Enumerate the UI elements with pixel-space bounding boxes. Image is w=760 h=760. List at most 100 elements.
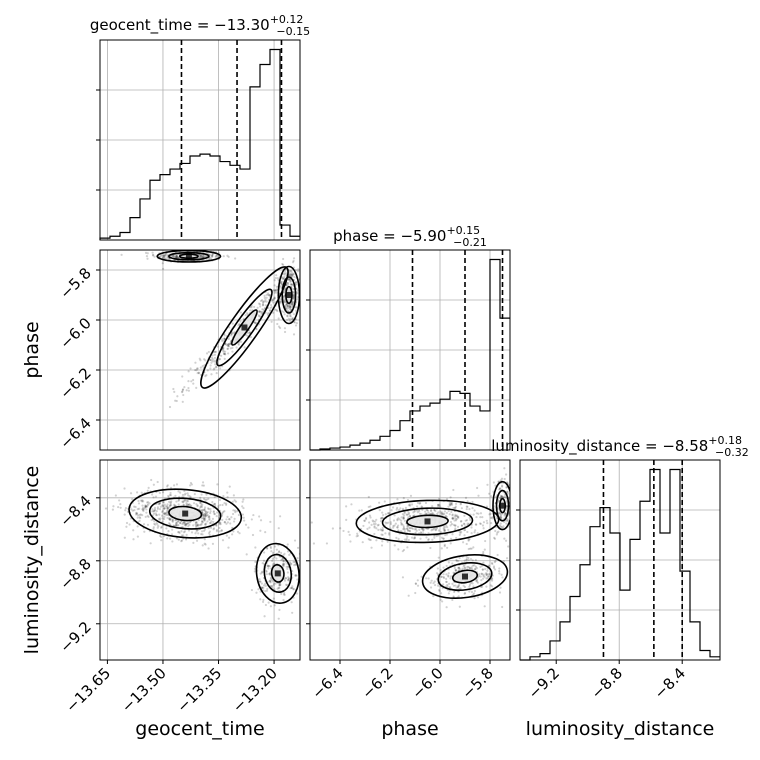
sample-point	[316, 254, 318, 256]
sample-point	[169, 518, 172, 521]
sample-point	[460, 530, 463, 534]
sample-point	[310, 521, 313, 524]
sample-point	[459, 520, 463, 523]
sample-point	[210, 520, 213, 523]
sample-point	[242, 506, 245, 510]
sample-point	[474, 529, 477, 532]
sample-point	[144, 505, 148, 508]
sample-point	[494, 512, 497, 515]
histogram-phase	[310, 258, 510, 451]
sample-point	[200, 255, 203, 258]
sample-point	[471, 559, 474, 562]
sample-point	[175, 521, 179, 524]
sample-point	[470, 567, 473, 570]
sample-point	[172, 255, 175, 258]
sample-point	[389, 522, 393, 526]
sample-point	[160, 535, 163, 539]
sample-point	[426, 527, 430, 530]
sample-point	[163, 507, 166, 510]
sample-point	[286, 565, 289, 568]
sample-point	[171, 519, 175, 522]
sample-point	[498, 572, 501, 575]
sample-point	[270, 306, 273, 309]
sample-point	[262, 300, 265, 303]
sample-point	[459, 503, 462, 506]
sample-point	[369, 516, 372, 519]
sample-point	[444, 514, 447, 517]
sample-point	[204, 514, 207, 517]
sample-point	[495, 533, 498, 536]
sample-point	[505, 519, 509, 522]
sample-point	[144, 505, 147, 508]
sample-point	[407, 513, 410, 516]
sample-point	[455, 558, 458, 562]
sample-point	[514, 574, 516, 576]
sample-point	[214, 360, 217, 364]
sample-point	[198, 253, 201, 256]
sample-point	[499, 516, 503, 520]
sample-point	[138, 519, 141, 522]
sample-point	[202, 497, 206, 500]
sample-point	[266, 564, 269, 567]
sample-point	[442, 566, 445, 569]
sample-point	[295, 322, 298, 325]
sample-point	[262, 586, 265, 590]
xtick-label-luminosity_distance: −8.4	[651, 664, 689, 702]
sample-point	[199, 253, 202, 257]
sample-point	[378, 509, 381, 512]
sample-point	[381, 529, 384, 532]
sample-point	[209, 358, 212, 362]
sample-point	[439, 598, 442, 601]
sample-point	[470, 526, 473, 529]
sample-point	[397, 529, 400, 532]
sample-point	[185, 522, 189, 525]
sample-point	[206, 510, 209, 514]
sample-point	[475, 523, 478, 526]
sample-point	[173, 255, 176, 259]
panel-hist-geocent_time	[99, 39, 301, 241]
sample-point	[365, 516, 368, 519]
sample-point	[451, 533, 454, 536]
sample-point	[267, 565, 270, 568]
sample-point	[204, 543, 207, 546]
sample-point	[278, 583, 281, 586]
xlabel-phase: phase	[381, 718, 438, 740]
sample-point	[431, 505, 434, 508]
panel-hist-phase	[309, 249, 511, 451]
sample-point	[119, 506, 122, 509]
sample-point	[434, 528, 437, 531]
sample-point	[393, 524, 396, 527]
sample-point	[172, 254, 175, 257]
sample-point	[185, 502, 188, 505]
sample-point	[463, 564, 466, 567]
sample-point	[156, 507, 159, 510]
sample-point	[419, 502, 422, 505]
sample-point	[279, 292, 282, 295]
sample-point	[271, 586, 274, 589]
sample-point	[501, 495, 504, 498]
sample-point	[429, 510, 433, 513]
sample-point	[275, 291, 278, 294]
sample-point	[167, 494, 170, 498]
density-peak	[462, 573, 468, 580]
sample-point	[198, 501, 202, 504]
sample-point	[162, 500, 165, 504]
sample-point	[396, 518, 399, 521]
sample-point	[180, 391, 184, 394]
sample-point	[438, 497, 441, 500]
sample-point	[296, 578, 299, 581]
sample-point	[456, 585, 459, 588]
ylabel-luminosity-distance: luminosity_distance	[21, 466, 43, 655]
ytick-label-luminosity_distance: −8.4	[56, 492, 94, 530]
sample-point	[231, 533, 234, 536]
sample-point	[283, 300, 286, 303]
sample-point	[410, 536, 414, 539]
sample-point	[409, 515, 412, 518]
sample-point	[402, 527, 405, 530]
sample-point	[293, 564, 296, 567]
sample-point	[185, 499, 188, 502]
sample-point	[177, 531, 180, 534]
sample-point	[184, 499, 187, 502]
panel-phase_vs_geocent_time	[99, 249, 301, 451]
sample-point	[479, 575, 482, 578]
